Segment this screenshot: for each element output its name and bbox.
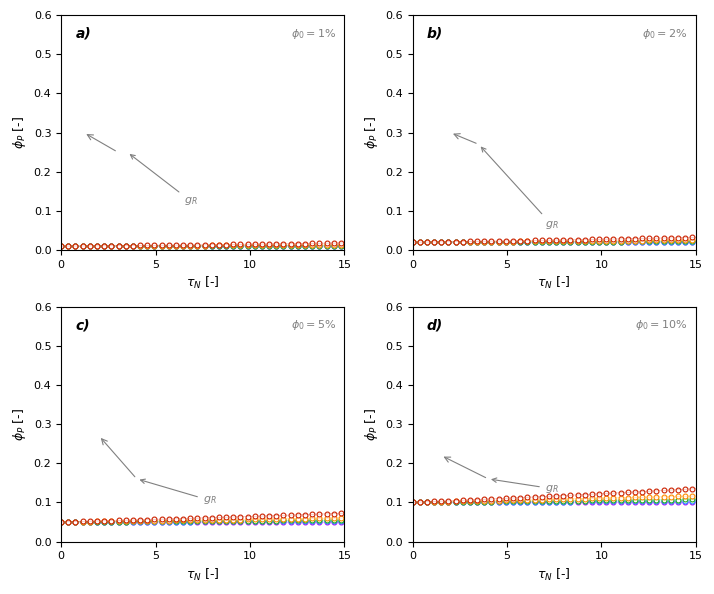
X-axis label: $\tau_N$ [-]: $\tau_N$ [-]	[538, 276, 571, 292]
Text: $g_R$: $g_R$	[481, 147, 558, 230]
Y-axis label: $\phi_P$ [-]: $\phi_P$ [-]	[363, 407, 380, 441]
Text: a): a)	[75, 27, 91, 41]
Text: $\phi_0 = 5\%$: $\phi_0 = 5\%$	[291, 318, 336, 332]
X-axis label: $\tau_N$ [-]: $\tau_N$ [-]	[186, 276, 220, 292]
Text: $g_R$: $g_R$	[141, 479, 216, 506]
Text: $\phi_0 = 1\%$: $\phi_0 = 1\%$	[291, 27, 336, 41]
Text: c): c)	[75, 318, 90, 332]
Text: b): b)	[427, 27, 443, 41]
Text: $g_R$: $g_R$	[492, 478, 558, 495]
Text: $\phi_0 = 10\%$: $\phi_0 = 10\%$	[635, 318, 688, 332]
Text: $\phi_0 = 2\%$: $\phi_0 = 2\%$	[642, 27, 688, 41]
Text: $g_R$: $g_R$	[131, 154, 198, 207]
Y-axis label: $\phi_P$ [-]: $\phi_P$ [-]	[11, 116, 28, 149]
X-axis label: $\tau_N$ [-]: $\tau_N$ [-]	[538, 567, 571, 583]
X-axis label: $\tau_N$ [-]: $\tau_N$ [-]	[186, 567, 220, 583]
Text: d): d)	[427, 318, 443, 332]
Y-axis label: $\phi_P$ [-]: $\phi_P$ [-]	[363, 116, 380, 149]
Y-axis label: $\phi_P$ [-]: $\phi_P$ [-]	[11, 407, 28, 441]
